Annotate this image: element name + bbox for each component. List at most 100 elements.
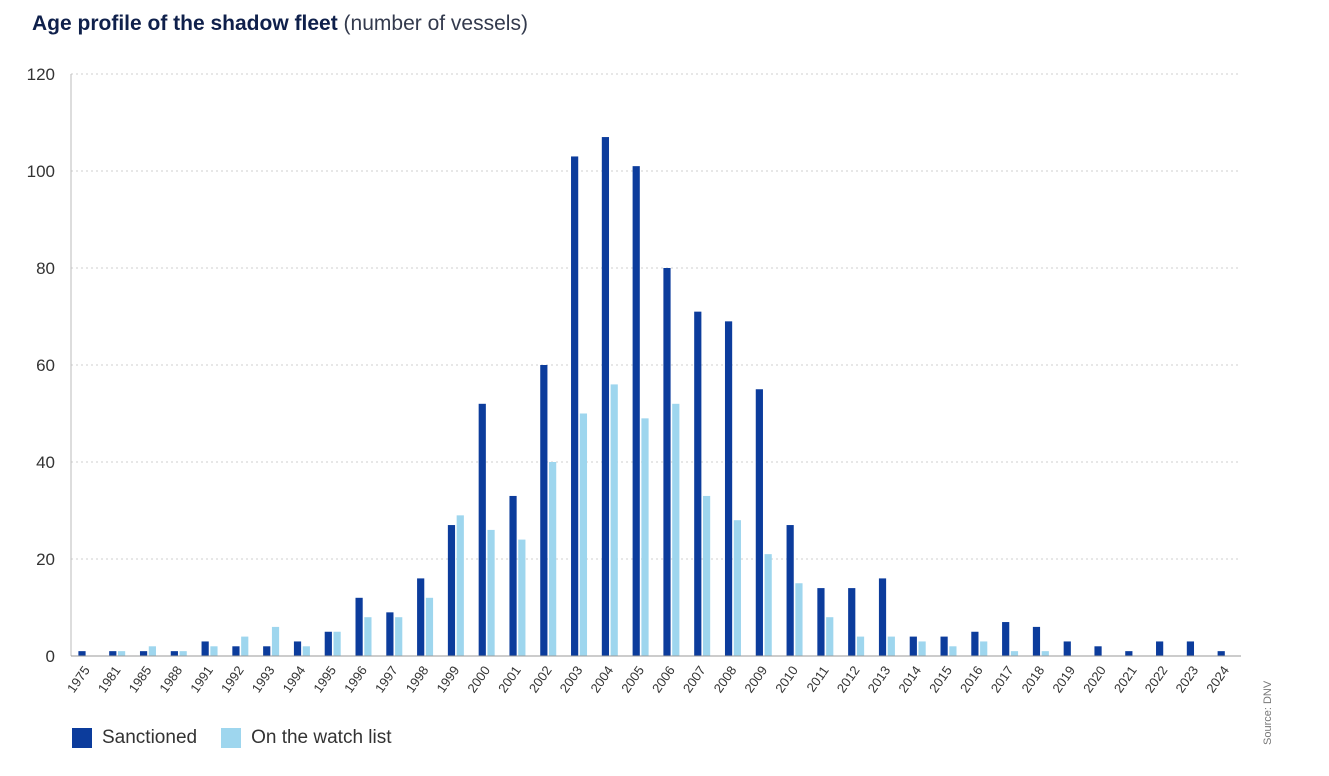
bar-watch-list-2013 (887, 636, 895, 656)
x-tick-label: 2023 (1172, 663, 1201, 695)
bar-watch-list-1999 (456, 515, 464, 656)
bar-watch-list-2003 (579, 413, 588, 656)
y-tick-label: 20 (36, 550, 55, 569)
bar-sanctioned-1991 (201, 641, 209, 656)
bar-sanctioned-2020 (1094, 646, 1102, 656)
bar-watch-list-2005 (641, 418, 649, 656)
legend-item-sanctioned: Sanctioned (72, 727, 197, 749)
x-tick-label: 2001 (495, 663, 524, 695)
bars (78, 137, 1225, 657)
x-tick-label: 1998 (403, 663, 432, 695)
bar-watch-list-1998 (425, 597, 434, 656)
x-tick-label: 2021 (1111, 663, 1140, 695)
bar-sanctioned-2022 (1156, 641, 1164, 656)
bar-watch-list-1988 (179, 651, 187, 656)
x-tick-label: 2020 (1080, 663, 1109, 695)
bar-sanctioned-2006 (663, 268, 671, 656)
bar-watch-list-1991 (210, 646, 218, 656)
x-tick-label: 2024 (1203, 663, 1232, 695)
bar-watch-list-2018 (1041, 651, 1049, 656)
bar-watch-list-1992 (241, 636, 249, 656)
x-tick-label: 2002 (526, 663, 555, 695)
x-tick-label: 2022 (1142, 663, 1171, 695)
y-tick-label: 0 (46, 647, 55, 666)
x-tick-label: 1975 (64, 663, 93, 695)
bar-watch-list-2014 (918, 641, 926, 656)
bar-watch-list-2002 (549, 462, 557, 656)
bar-watch-list-2008 (733, 520, 741, 656)
bar-sanctioned-2000 (478, 403, 486, 656)
chart-title-main: Age profile of the shadow fleet (32, 12, 338, 35)
bar-sanctioned-1996 (355, 597, 363, 656)
x-tick-label: 2010 (772, 663, 801, 695)
bar-sanctioned-2013 (878, 578, 887, 656)
x-tick-label: 1992 (218, 663, 247, 695)
bar-watch-list-1996 (364, 617, 372, 656)
y-tick-label: 120 (27, 65, 55, 84)
bar-sanctioned-2018 (1032, 626, 1041, 656)
x-tick-label: 2005 (618, 663, 647, 695)
bar-sanctioned-1998 (417, 578, 425, 656)
x-tick-label: 1999 (433, 663, 462, 695)
bar-sanctioned-1993 (263, 646, 271, 656)
bar-sanctioned-1981 (109, 651, 117, 656)
legend: Sanctioned On the watch list (72, 727, 416, 749)
gridlines (71, 73, 1241, 560)
x-tick-label: 2014 (895, 663, 924, 695)
bar-sanctioned-1997 (386, 612, 394, 656)
x-tick-label: 2017 (988, 663, 1017, 695)
bar-sanctioned-1992 (232, 646, 240, 656)
legend-item-watch-list: On the watch list (221, 727, 392, 749)
y-tick-label: 80 (36, 259, 55, 278)
legend-label-sanctioned: Sanctioned (102, 727, 198, 748)
x-tick-label: 2007 (680, 663, 709, 695)
x-tick-label: 1996 (341, 663, 370, 695)
x-tick-label: 1993 (249, 663, 278, 695)
y-axis-ticks: 0 20 40 60 80 100 120 (27, 65, 55, 666)
y-tick-label: 40 (36, 453, 55, 472)
chart-title-subtitle: (number of vessels) (343, 12, 528, 35)
x-tick-label: 1995 (310, 663, 339, 695)
bar-watch-list-2006 (672, 403, 680, 656)
bar-watch-list-1995 (333, 631, 341, 656)
bar-watch-list-2016 (980, 641, 988, 656)
bar-sanctioned-2009 (755, 389, 763, 656)
x-tick-label: 1988 (156, 663, 185, 695)
bar-sanctioned-1985 (139, 651, 148, 656)
x-tick-label: 1997 (372, 663, 401, 695)
bar-sanctioned-2019 (1063, 641, 1071, 656)
x-tick-label: 2013 (865, 663, 894, 695)
x-tick-label: 2003 (557, 663, 586, 695)
bar-sanctioned-2004 (601, 137, 610, 657)
bar-watch-list-2017 (1010, 651, 1019, 656)
x-tick-label: 1991 (187, 663, 216, 695)
bar-watch-list-2010 (795, 583, 803, 656)
x-tick-label: 2015 (926, 663, 955, 695)
bar-sanctioned-2003 (571, 156, 579, 656)
bar-sanctioned-2007 (694, 311, 702, 656)
bar-watch-list-2012 (856, 636, 865, 656)
legend-label-watch-list: On the watch list (251, 727, 392, 748)
x-tick-label: 2018 (1018, 663, 1047, 695)
bar-watch-list-2000 (487, 529, 495, 656)
x-tick-label: 2009 (741, 663, 770, 695)
x-tick-label: 2004 (587, 663, 616, 695)
source-note: Source: DNV (1262, 680, 1274, 745)
bar-sanctioned-2011 (817, 588, 825, 656)
bar-sanctioned-2023 (1186, 641, 1195, 656)
bar-watch-list-1993 (271, 626, 280, 656)
bar-sanctioned-1988 (170, 651, 178, 656)
bar-watch-list-1985 (148, 646, 156, 656)
bar-watch-list-2011 (826, 617, 834, 656)
y-tick-label: 100 (27, 162, 55, 181)
legend-swatch-watch-list (221, 728, 242, 748)
bar-sanctioned-1975 (78, 651, 86, 656)
bar-sanctioned-1994 (293, 641, 302, 656)
x-tick-label: 1985 (126, 663, 155, 695)
bar-sanctioned-1999 (447, 525, 456, 656)
y-tick-label: 60 (36, 356, 55, 375)
bar-watch-list-1997 (395, 617, 403, 656)
x-tick-label: 2016 (957, 663, 986, 695)
bar-chart: 0 20 40 60 80 100 120 1975 1981 1985 1988 1991 1992… (27, 65, 1241, 695)
bar-watch-list-2001 (518, 539, 526, 656)
